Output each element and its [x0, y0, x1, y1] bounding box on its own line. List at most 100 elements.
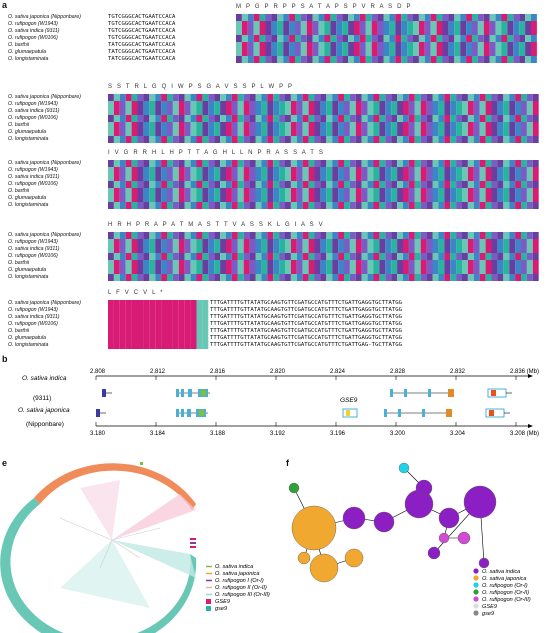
base-cell	[503, 101, 510, 108]
alignment-grid	[108, 300, 209, 349]
base-cell	[385, 253, 392, 260]
base-cell	[432, 115, 439, 122]
base-cell	[271, 56, 278, 63]
base-cell	[261, 115, 268, 122]
base-cell	[473, 115, 480, 122]
base-cell	[237, 101, 244, 108]
base-cell	[255, 129, 262, 136]
base-cell	[491, 108, 498, 115]
base-cell	[326, 274, 333, 281]
sequence-line: TTTGATTTTGTTATATGCAAGTGTTCGATGCCATGTTTCT…	[210, 307, 402, 313]
exon	[181, 389, 184, 397]
base-cell	[532, 174, 539, 181]
base-cell	[172, 122, 179, 129]
base-cell	[336, 42, 343, 49]
base-cell	[420, 274, 427, 281]
base-cell	[308, 195, 315, 202]
base-cell	[383, 56, 390, 63]
base-cell	[178, 115, 185, 122]
base-cell	[125, 328, 132, 335]
base-cell	[438, 260, 445, 267]
base-cell	[521, 260, 527, 267]
base-cell	[379, 253, 386, 260]
base-cell	[267, 253, 274, 260]
base-cell	[432, 246, 439, 253]
base-cell	[497, 136, 504, 143]
base-cell	[241, 35, 248, 42]
base-cell	[444, 122, 451, 129]
base-cell	[355, 129, 362, 136]
base-cell	[424, 21, 431, 28]
base-cell	[332, 94, 339, 101]
base-cell	[515, 174, 521, 181]
base-cell	[131, 307, 138, 314]
base-cell	[526, 181, 533, 188]
base-cell	[377, 14, 384, 21]
base-cell	[485, 94, 492, 101]
base-cell	[509, 129, 516, 136]
exon	[199, 410, 204, 416]
base-cell	[326, 94, 333, 101]
base-cell	[397, 160, 403, 167]
base-cell	[432, 160, 439, 167]
base-cell	[467, 253, 474, 260]
base-cell	[349, 167, 356, 174]
base-cell	[172, 246, 179, 253]
base-cell	[161, 253, 167, 260]
base-cell	[113, 188, 120, 195]
base-cell	[261, 274, 268, 281]
base-cell	[401, 49, 408, 56]
base-cell	[267, 267, 274, 274]
base-cell	[430, 56, 437, 63]
base-cell	[119, 253, 126, 260]
base-cell	[113, 342, 120, 349]
base-cell	[202, 129, 209, 136]
base-cell	[420, 167, 427, 174]
base-cell	[501, 56, 508, 63]
haplotype-node	[457, 531, 471, 545]
base-cell	[456, 94, 462, 101]
base-cell	[462, 101, 468, 108]
base-cell	[113, 129, 120, 136]
base-cell	[208, 202, 215, 209]
base-cell	[308, 122, 315, 129]
base-cell	[515, 129, 521, 136]
base-cell	[509, 246, 516, 253]
base-cell	[318, 21, 325, 28]
base-cell	[302, 202, 309, 209]
base-cell	[237, 232, 244, 239]
base-cell	[155, 202, 162, 209]
base-cell	[167, 101, 173, 108]
base-cell	[367, 94, 374, 101]
base-cell	[131, 136, 138, 143]
base-cell	[355, 267, 362, 274]
base-cell	[532, 108, 539, 115]
base-cell	[483, 28, 490, 35]
base-cell	[456, 160, 462, 167]
haplotype-node	[288, 482, 300, 494]
base-cell	[172, 321, 179, 328]
base-cell	[184, 342, 191, 349]
base-cell	[456, 253, 462, 260]
base-cell	[155, 232, 162, 239]
base-cell	[137, 122, 144, 129]
base-cell	[503, 239, 510, 246]
base-cell	[119, 300, 126, 307]
exon	[428, 389, 431, 397]
base-cell	[202, 342, 209, 349]
base-cell	[167, 202, 173, 209]
base-cell	[155, 101, 162, 108]
base-cell	[491, 239, 498, 246]
base-cell	[418, 14, 425, 21]
base-cell	[491, 232, 498, 239]
base-cell	[261, 239, 268, 246]
amino-acid-row: M P G P R P P S A T A P S P V R A S D P	[236, 4, 411, 10]
base-cell	[456, 246, 462, 253]
base-cell	[108, 181, 114, 188]
base-cell	[532, 267, 539, 274]
base-cell	[190, 335, 197, 342]
base-cell	[377, 49, 384, 56]
base-cell	[395, 49, 402, 56]
base-cell	[285, 108, 291, 115]
base-cell	[279, 167, 285, 174]
